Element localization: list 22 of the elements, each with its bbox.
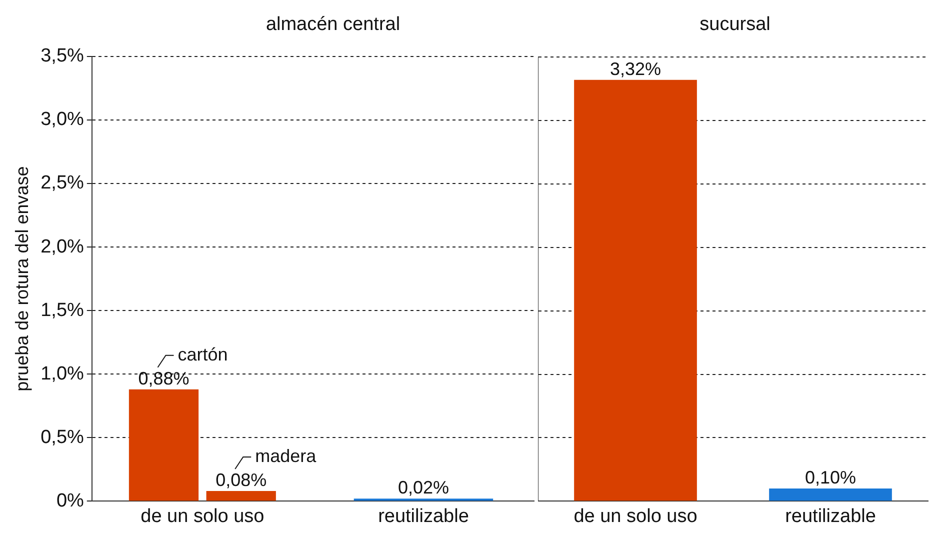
y-tick-label: 2,0%: [40, 236, 84, 258]
data-label: 0,02%: [398, 478, 449, 498]
y-axis-title: prueba de rotura del envase: [12, 166, 32, 392]
y-tick-label: 3,5%: [40, 46, 84, 67]
x-tick-label: reutilizable: [378, 506, 469, 527]
chart-title: sucursal: [698, 13, 772, 37]
y-tick-label: 1,5%: [40, 300, 84, 321]
data-label: 0,10%: [804, 467, 856, 488]
chart-title: almacén central: [264, 13, 402, 37]
x-tick-label: reutilizable: [785, 506, 876, 527]
y-tick-label: 3,0%: [40, 109, 84, 130]
y-tick-label: 1,0%: [40, 363, 84, 384]
x-tick-label: de un solo uso: [140, 506, 264, 527]
data-label: 0,08%: [216, 470, 267, 490]
series-label: madera: [255, 446, 318, 466]
y-tick-label: 0%: [56, 490, 84, 512]
y-tick-label: 2,5%: [40, 172, 84, 194]
series-label: cartón: [178, 344, 228, 364]
y-tick-label: 0,5%: [40, 426, 84, 448]
data-label: 3,32%: [610, 58, 662, 79]
x-tick-label: de un solo uso: [574, 506, 698, 527]
data-label: 0,88%: [138, 368, 190, 388]
